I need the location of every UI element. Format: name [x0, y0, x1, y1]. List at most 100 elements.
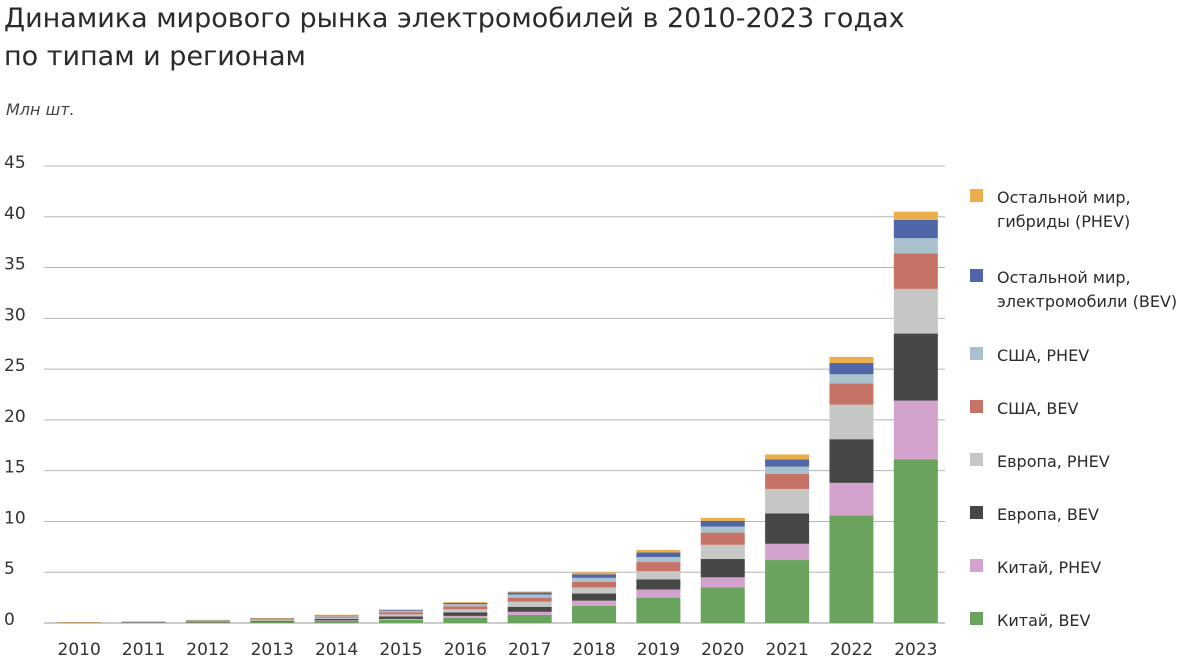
y-axis-unit-label: Млн шт.	[6, 100, 75, 119]
legend-swatch	[970, 400, 983, 413]
bar-segment	[893, 400, 938, 460]
legend-label: Остальной мир, электромобили (BEV)	[997, 266, 1197, 314]
bar-segment	[829, 482, 874, 516]
x-axis-ticks: 2010 2011 2012 2013 2014 2015 2016 2017 2018 2019…	[58, 640, 938, 656]
y-tick-label: 25	[4, 356, 26, 376]
bar-segment	[314, 618, 359, 621]
legend-label: Остальной мир, гибриды (PHEV)	[997, 186, 1197, 234]
bar-segment	[765, 560, 810, 623]
bar-segment	[507, 594, 552, 598]
bar-segment	[443, 609, 488, 613]
bar-segment	[507, 597, 552, 602]
bar-segment	[829, 404, 874, 440]
bar-segment	[185, 621, 230, 623]
bar-segment	[636, 571, 681, 580]
bar-segment	[636, 589, 681, 598]
legend-label-line: Китай, PHEV	[997, 558, 1102, 577]
bar-segment	[765, 488, 810, 514]
y-tick-label: 15	[4, 458, 26, 478]
legend-swatch	[970, 612, 983, 625]
bar-segment	[893, 459, 938, 623]
bar-segment	[378, 614, 423, 617]
legend-label: Китай, BEV	[997, 609, 1197, 633]
bar-segment	[57, 621, 102, 623]
y-tick-label: 0	[4, 610, 15, 630]
bar-segment	[185, 620, 230, 621]
bar-segment	[443, 612, 488, 616]
bar-segment	[572, 587, 617, 594]
bar-segment	[765, 513, 810, 544]
legend-swatch	[970, 189, 983, 202]
x-tick-label: 2023	[894, 640, 937, 656]
legend-label-line: США, BEV	[997, 399, 1079, 418]
bar-segment	[507, 601, 552, 607]
bar-segment	[636, 556, 681, 563]
chart-title-line-2: по типам и регионам	[4, 41, 306, 72]
bar-segment	[378, 612, 423, 615]
bar-segment	[507, 614, 552, 623]
legend-swatch	[970, 453, 983, 466]
bar-segment	[378, 609, 423, 611]
bar-segment	[572, 605, 617, 623]
bar-segment	[636, 552, 681, 557]
legend-item: США, PHEV	[970, 344, 1197, 368]
bar-segment	[250, 621, 295, 623]
bar-segment	[507, 606, 552, 612]
bar-segment	[829, 515, 874, 623]
bar-segment	[893, 333, 938, 401]
bar-segment	[572, 581, 617, 588]
bar-segment	[443, 606, 488, 610]
bar-segment	[443, 602, 488, 605]
bar-segment	[443, 617, 488, 623]
bar-segment	[250, 618, 295, 619]
bar-segment	[314, 620, 359, 623]
legend-label-line: США, PHEV	[997, 346, 1090, 365]
y-tick-label: 10	[4, 508, 26, 528]
x-tick-label: 2018	[572, 640, 615, 656]
x-tick-label: 2012	[186, 640, 229, 656]
bar-segment	[314, 617, 359, 619]
bar-segment	[700, 544, 745, 560]
bar-segment	[700, 532, 745, 545]
bar-segment	[829, 356, 874, 364]
legend-label: США, BEV	[997, 397, 1197, 421]
x-tick-label: 2011	[122, 640, 165, 656]
bar-segment	[185, 621, 230, 622]
bar-segment	[636, 597, 681, 623]
bar-segment	[507, 592, 552, 595]
x-tick-label: 2015	[379, 640, 422, 656]
bar-segment	[250, 618, 295, 620]
bar-segment	[314, 615, 359, 617]
gridlines	[44, 165, 945, 624]
legend-swatch	[970, 506, 983, 519]
x-tick-label: 2010	[58, 640, 101, 656]
legend-label-line: Европа, BEV	[997, 505, 1099, 524]
x-tick-label: 2021	[765, 640, 808, 656]
chart-title: Динамика мирового рынка электромобилей в…	[4, 0, 1104, 76]
bar-segment	[572, 600, 617, 606]
bar-segment	[572, 593, 617, 601]
bar-segment	[829, 383, 874, 405]
bar-segment	[314, 615, 359, 616]
legend-item: США, BEV	[970, 397, 1197, 421]
bar-segment	[700, 587, 745, 623]
x-tick-label: 2022	[830, 640, 873, 656]
bar-segment	[572, 572, 617, 575]
bar-segment	[765, 454, 810, 460]
y-tick-label: 20	[4, 407, 26, 427]
bar-segment	[636, 549, 681, 553]
legend-swatch	[970, 269, 983, 282]
bar-segment	[443, 604, 488, 607]
bar-segment	[507, 591, 552, 593]
bar-segment	[185, 622, 230, 623]
bar-segment	[121, 622, 166, 623]
legend-item: Китай, BEV	[970, 609, 1197, 633]
bar-segment	[185, 620, 230, 622]
legend-item: Китай, PHEV	[970, 556, 1197, 580]
bar-segment	[829, 374, 874, 384]
bar-segment	[893, 219, 938, 239]
bar-segment	[121, 621, 166, 622]
bar-segment	[893, 288, 938, 334]
x-tick-label: 2013	[251, 640, 294, 656]
